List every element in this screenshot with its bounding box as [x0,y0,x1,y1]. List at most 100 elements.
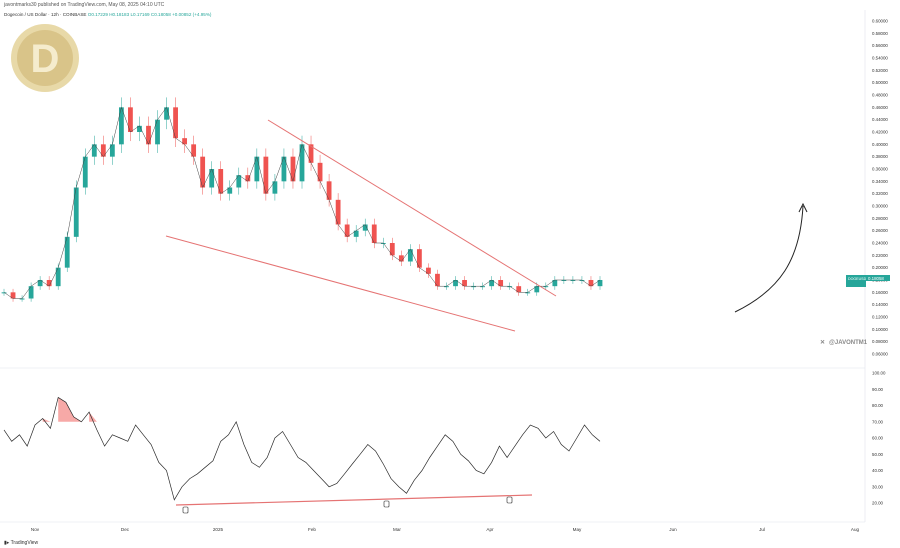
time-tick-label: May [573,527,582,532]
price-series-line [3,106,601,299]
published-line: javontmarks30 published on TradingView.c… [4,2,165,8]
symbol-legend: Dogecoin / US Dollar · 12h · COINBASE O0… [4,12,211,17]
price-tick-label: 0.14000 [872,302,888,307]
rsi-tick-label: 100.00 [872,371,886,376]
price-tick-label: 0.42000 [872,130,888,135]
rsi-overbought-fill [42,397,97,422]
candle-body [100,144,106,157]
candle-body [344,224,350,237]
candle-body [82,156,88,188]
candle-body [55,267,61,287]
price-tick-label: 0.46000 [872,105,888,110]
candle-body [118,107,124,145]
candle-body [281,156,287,182]
candle-body [498,280,504,287]
price-tick-label: 0.22000 [872,253,888,258]
price-tick-label: 0.30000 [872,204,888,209]
badge-value: 0.18058 [868,276,884,281]
time-tick-label: Mar [393,527,401,532]
candle-body [227,187,233,194]
pointer-hand-icon [383,500,390,508]
wedge-upper-trendline [267,119,557,297]
candle-body [371,224,377,243]
price-tick-label: 0.08000 [872,339,888,344]
candle-body [164,107,169,120]
projection-arrow [734,205,804,313]
candle-body [507,286,513,288]
price-tick-label: 0.28000 [872,216,888,221]
candle-body [525,292,531,294]
time-tick-label: Feb [308,527,316,532]
candle-body [588,280,594,287]
rsi-tick-label: 40.00 [872,468,884,473]
candle-body [200,156,206,188]
candle-body [254,156,260,182]
candle-body [579,280,585,281]
badge-label: DOGEUSD [848,277,867,281]
candle-body [236,175,242,188]
candle-body [218,169,224,194]
wedge-lower-trendline [165,235,516,332]
candle-body [272,181,278,194]
rsi-tick-label: 20.00 [872,501,884,506]
price-tick-label: 0.58000 [872,31,888,36]
time-tick-label: Jul [759,527,765,532]
price-tick-label: 0.44000 [872,117,888,122]
candle-body [471,286,476,288]
candle-body [245,175,251,182]
price-tick-label: 0.26000 [872,228,888,233]
candle-body [317,162,323,182]
candle-body [444,286,449,288]
candle-body [308,144,314,163]
price-tick-label: 0.10000 [872,327,888,332]
badge-time: 07:49:15 [868,283,882,287]
price-tick-label: 0.50000 [872,80,888,85]
rsi-line [3,396,601,501]
price-tick-label: 0.60000 [872,19,888,24]
candle-body [570,280,576,281]
candle-body [64,236,70,268]
candle-body [543,286,549,288]
rsi-tick-label: 80.00 [872,403,884,408]
price-tick-label: 0.34000 [872,179,888,184]
rsi-support-trendline [175,494,533,506]
time-tick-label: Apr [486,527,494,532]
candle-body [209,169,215,188]
candle-body [516,286,522,293]
candle-body [73,187,79,237]
candle-body [426,267,431,274]
candle-body [155,119,160,145]
candle-body [109,144,115,157]
price-tick-label: 0.56000 [872,43,888,48]
watermark-text: @JAVONTM1 [829,340,868,346]
candle-body [46,280,52,287]
pointer-hand-icon [506,496,513,504]
ohlc-high: H0.18183 [109,12,130,17]
candle-body [191,144,197,157]
candle-body [335,199,341,225]
candle-body [182,138,188,145]
time-tick-label: Jun [669,527,677,532]
ohlc-close: C0.18058 [150,12,171,17]
candle-body [326,181,332,200]
candle-body [299,144,305,182]
candle-body [534,286,540,293]
price-tick-label: 0.40000 [872,142,888,147]
watermark: ✕ @JAVONTM1 [820,339,868,346]
symbol-name: Dogecoin / US Dollar · 12h · COINBASE [4,12,87,17]
ohlc-open: O0.17229 [87,12,108,17]
candle-body [453,280,458,287]
candle-body [37,280,43,287]
rsi-tick-label: 90.00 [872,387,884,392]
candle-body [353,230,359,237]
rsi-tick-label: 50.00 [872,452,884,457]
candle-body [389,243,395,256]
price-axis: 0.60000 0.58000 0.56000 0.54000 0.52000 0.500… [872,19,888,357]
time-tick-label: Dec [121,527,130,532]
rsi-axis: 100.00 90.00 80.00 70.00 60.00 50.00 40.00 30.0… [872,371,886,506]
rsi-tick-label: 60.00 [872,436,884,441]
candle-body [597,280,603,287]
time-axis: Nov Dec 2025 Feb Mar Apr May Jun Jul Aug [31,527,860,532]
candle-body [407,249,413,262]
